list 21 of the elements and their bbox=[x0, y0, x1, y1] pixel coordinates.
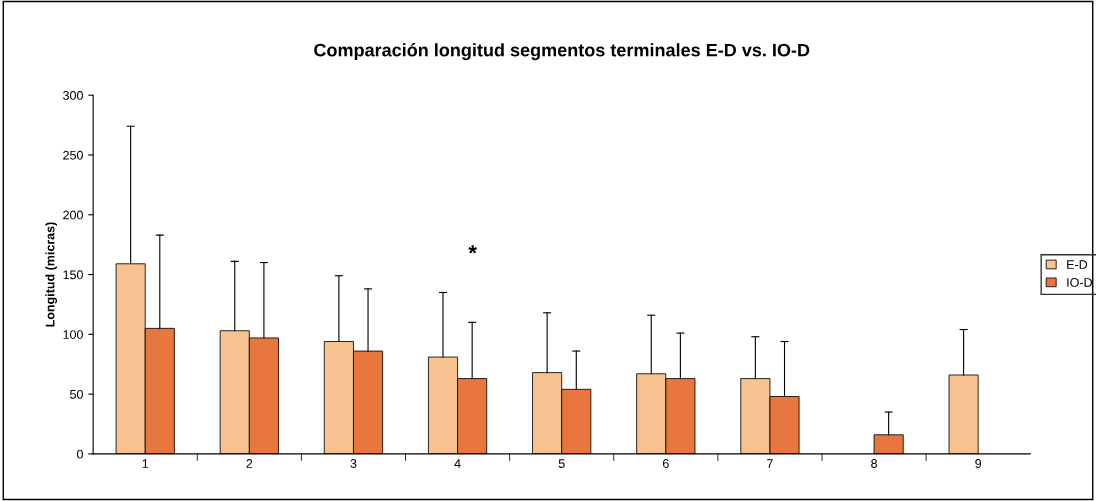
y-tick-label: 100 bbox=[63, 330, 83, 339]
y-tick-label: 50 bbox=[70, 389, 83, 399]
x-tick-label: 3 bbox=[350, 459, 357, 468]
legend-label: E-D bbox=[1067, 260, 1088, 269]
y-tick-label: 150 bbox=[63, 270, 83, 280]
x-tick-label: 7 bbox=[767, 459, 773, 468]
x-tick-label: 9 bbox=[975, 459, 982, 468]
y-axis-title: Longitud (micras) bbox=[45, 222, 58, 327]
x-tick-label: 4 bbox=[454, 459, 461, 468]
annotation: * bbox=[468, 245, 477, 254]
y-tick-label: 200 bbox=[63, 210, 83, 220]
y-tick-label: 250 bbox=[63, 150, 83, 160]
x-tick-label: 8 bbox=[871, 459, 877, 468]
x-tick-label: 5 bbox=[558, 459, 565, 468]
x-tick-label: 2 bbox=[246, 459, 253, 468]
x-tick-label: 6 bbox=[662, 459, 669, 468]
chart-title: Comparación longitud segmentos terminales E-D vs. IO-D bbox=[314, 43, 810, 61]
x-tick-label: 1 bbox=[142, 459, 149, 468]
legend-label: IO-D bbox=[1067, 278, 1092, 287]
y-tick-label: 0 bbox=[76, 449, 83, 459]
y-tick-label: 300 bbox=[63, 90, 83, 100]
